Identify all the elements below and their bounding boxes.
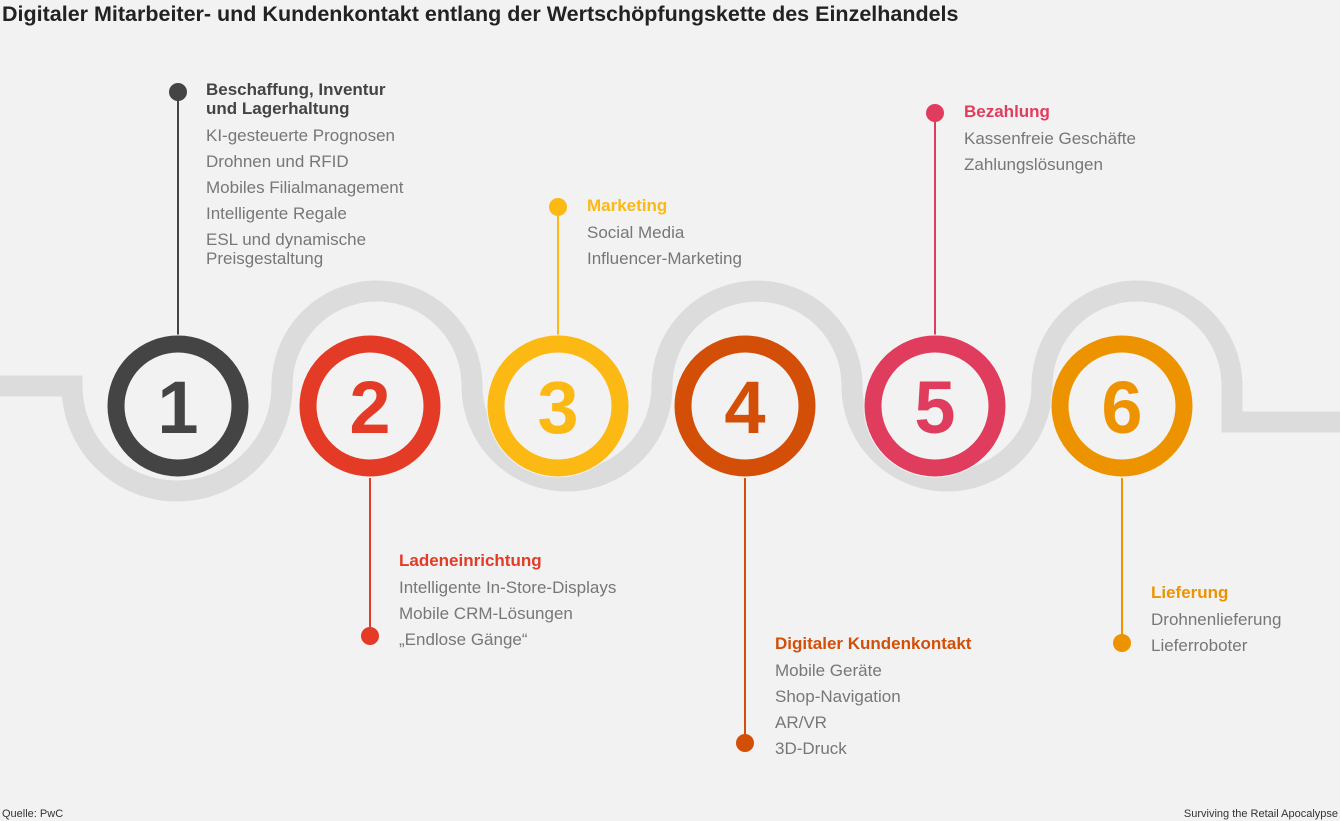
step-number: 2 [349,366,390,449]
step-item-list: Intelligente In-Store-Displays Mobile CRM… [399,578,616,649]
step-heading: Bezahlung [964,102,1136,121]
step-item: KI-gesteuerte Prognosen [206,126,396,145]
step-item: Kassenfreie Geschäfte [964,129,1136,148]
step-item: Social Media [587,223,685,242]
step-ring [487,335,629,477]
ring-background [863,334,1007,478]
step-5-marker: 5 [863,104,1007,478]
step-item-list: Mobile Geräte Shop-Navigation AR/VR 3D-Druc… [775,661,971,758]
step-2-text: Ladeneinrichtung Intelligente In-Store-Di… [399,551,616,656]
step-item: Shop-Navigation [775,687,901,706]
step-heading: Beschaffung, Inventur und Lagerhaltung [206,80,403,118]
step-heading-line: Bezahlung [964,102,1050,121]
connector-dot [736,734,754,752]
step-2-marker: 2 [298,334,442,645]
ring-background [673,334,817,478]
step-item: Drohnen und RFID [206,152,349,171]
step-item: ESL und dynamische Preisgestaltung [206,230,367,268]
step-ring [299,335,441,477]
step-number: 3 [537,366,578,449]
step-item: AR/VR [775,713,827,732]
step-heading-line: Marketing [587,196,668,215]
step-item-list: Drohnenlieferung Lieferroboter [1151,610,1281,655]
step-heading-line: Lieferung [1151,583,1229,602]
step-number: 5 [914,366,955,449]
step-item-list: Kassenfreie Geschäfte Zahlungslösungen [964,129,1136,174]
ring-background [298,334,442,478]
step-ring [864,335,1006,477]
step-number: 4 [724,366,765,449]
step-number: 6 [1101,366,1142,449]
step-item: Influencer-Marketing [587,249,742,268]
step-ring [674,335,816,477]
step-item: Mobile Geräte [775,661,882,680]
step-ring [107,335,249,477]
step-item: Lieferroboter [1151,636,1248,655]
step-4-marker: 4 [673,334,817,752]
connector-dot [169,83,187,101]
step-5-text: Bezahlung Kassenfreie Geschäfte Zahlungslö… [964,102,1136,181]
step-1-text: Beschaffung, Inventur und Lagerhaltung KI-… [206,80,403,275]
step-item: „Endlose Gänge“ [399,630,528,649]
step-heading-line: Ladeneinrichtung [399,551,542,570]
step-3-marker: 3 [486,198,630,478]
step-1-marker: 1 [106,83,250,478]
step-heading-line: Digitaler Kundenkontakt [775,634,972,653]
step-number: 1 [157,366,198,449]
step-ring [1051,335,1193,477]
ring-background [106,334,250,478]
step-heading: Marketing [587,196,742,215]
connector-dot [361,627,379,645]
step-item: Zahlungslösungen [964,155,1103,174]
credit-note: Surviving the Retail Apocalypse [1183,808,1338,820]
step-heading: Lieferung [1151,583,1281,602]
page-title: Digitaler Mitarbeiter- und Kundenkontakt… [2,2,959,26]
connector-dot [926,104,944,122]
source-note: Quelle: PwC [2,808,64,820]
step-item: 3D-Druck [775,739,847,758]
step-4-text: Digitaler Kundenkontakt Mobile Geräte Shop… [775,634,971,765]
connector-dot [1113,634,1131,652]
step-item: Drohnenlieferung [1151,610,1282,629]
ring-background [1050,334,1194,478]
ring-background [486,334,630,478]
step-item: Mobiles Filialmanagement [206,178,404,197]
connector-dot [549,198,567,216]
winding-road [0,280,1340,502]
step-heading: Digitaler Kundenkontakt [775,634,971,653]
step-heading-line: Beschaffung, Inventur [206,80,386,99]
step-3-text: Marketing Social Media Influencer-Marketin… [587,196,742,275]
step-item-list: KI-gesteuerte Prognosen Drohnen und RFID M… [206,126,403,268]
step-item: Intelligente Regale [206,204,347,223]
step-heading-line: und Lagerhaltung [206,99,350,118]
step-heading: Ladeneinrichtung [399,551,616,570]
step-6-text: Lieferung Drohnenlieferung Lieferroboter [1151,583,1281,662]
step-item: Intelligente In-Store-Displays [399,578,617,597]
step-item: Mobile CRM-Lösungen [399,604,573,623]
step-item-list: Social Media Influencer-Marketing [587,223,742,268]
step-6-marker: 6 [1050,334,1194,652]
